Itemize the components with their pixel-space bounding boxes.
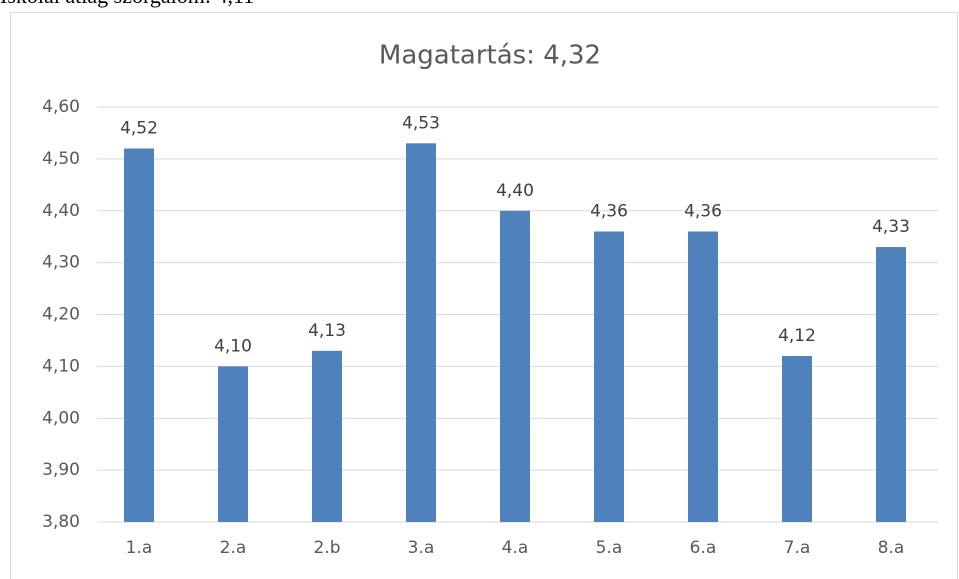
chart-title: Magatartás: 4,32 <box>379 41 601 71</box>
data-label: 4,12 <box>778 326 816 346</box>
y-tick-label: 4,40 <box>42 201 80 221</box>
data-label: 4,36 <box>684 202 722 222</box>
bar <box>218 366 248 522</box>
bar <box>312 350 342 522</box>
caption: Iskolai átlag szorgalom: 4,11 <box>0 0 254 8</box>
data-label: 4,53 <box>402 113 440 133</box>
x-tick-label: 1.a <box>126 538 153 558</box>
data-label: 4,33 <box>872 217 910 237</box>
y-tick-label: 4,20 <box>42 305 80 325</box>
y-tick-label: 4,60 <box>42 97 80 117</box>
x-tick-label: 6.a <box>690 538 717 558</box>
data-label: 4,36 <box>590 202 628 222</box>
x-tick-label: 4.a <box>502 538 529 558</box>
bar <box>782 356 812 522</box>
data-label: 4,13 <box>308 321 346 341</box>
y-tick-label: 4,10 <box>42 356 80 376</box>
x-tick-label: 2.b <box>313 538 340 558</box>
y-tick-label: 4,00 <box>42 408 80 428</box>
bar <box>688 231 718 522</box>
data-label: 4,52 <box>120 119 158 139</box>
x-tick-label: 8.a <box>878 538 905 558</box>
x-tick-label: 3.a <box>408 538 435 558</box>
chart-frame <box>10 12 958 579</box>
x-tick-label: 5.a <box>596 538 623 558</box>
data-label: 4,10 <box>214 336 252 356</box>
bar <box>406 143 436 522</box>
y-tick-label: 3,80 <box>42 512 80 532</box>
x-tick-label: 2.a <box>220 538 247 558</box>
bar <box>124 148 154 522</box>
bar <box>500 210 530 522</box>
data-label: 4,40 <box>496 181 534 201</box>
bar <box>594 231 624 522</box>
bar <box>876 247 906 522</box>
y-tick-label: 4,50 <box>42 149 80 169</box>
y-tick-label: 3,90 <box>42 460 80 480</box>
y-tick-label: 4,30 <box>42 253 80 273</box>
x-tick-label: 7.a <box>784 538 811 558</box>
